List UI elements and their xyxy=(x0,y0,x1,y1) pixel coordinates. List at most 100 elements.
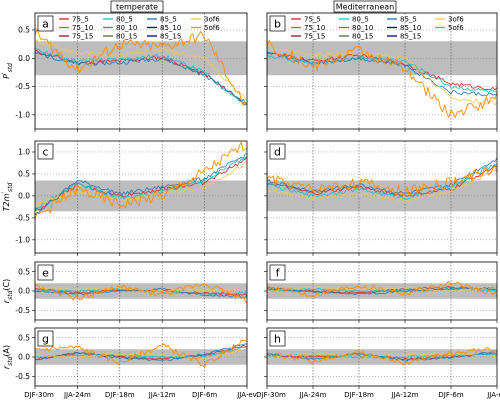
series-80_5 xyxy=(35,347,247,359)
series-5of6 xyxy=(267,39,497,118)
panel-h: h DJF-30m JJA-24m DJF-18m JJA-12m DJF-6m JJA-e… xyxy=(256,327,500,399)
series-85_5 xyxy=(35,51,247,105)
plot-frame xyxy=(266,12,498,130)
y-axis-label: rstd(A) xyxy=(2,345,14,369)
legend-label-80_15: 80_15 xyxy=(116,33,137,41)
legend-label-5of6: 5of6 xyxy=(204,24,220,32)
y-axis-label-sub: std xyxy=(7,182,14,191)
series-85_5 xyxy=(35,287,247,298)
x-tick-label: JJA-12m xyxy=(391,391,419,399)
panel-label-box xyxy=(269,264,286,281)
legend-label-75_5: 75_5 xyxy=(304,16,321,24)
legend-label-85_5: 85_5 xyxy=(160,16,177,24)
series-5of6 xyxy=(35,28,247,106)
legend-label-85_15: 85_15 xyxy=(160,33,181,41)
y-axis-label-suffix: (C) xyxy=(2,279,11,291)
series-group xyxy=(267,157,497,203)
x-tick-label: DJF-18m xyxy=(344,391,374,399)
panel-label-text: e xyxy=(42,267,49,280)
column-title-mediterranean: Mediterranean xyxy=(333,0,397,13)
series-5of6 xyxy=(267,165,497,197)
legend-label-85_10: 85_10 xyxy=(160,24,181,32)
y-tick-label: 0.0 xyxy=(18,353,30,362)
legend-label-80_5: 80_5 xyxy=(116,16,133,24)
legend-label-75_10: 75_10 xyxy=(72,24,93,32)
panel-g: g 0.5 0.0 -0.5 DJF-30m JJA-24m DJF-18m JJA-12m D… xyxy=(2,327,257,399)
panel-label-box xyxy=(269,330,286,347)
y-tick-label: -0.5 xyxy=(15,372,30,381)
series-80_5 xyxy=(35,156,247,210)
column-title-mediterranean-text: Mediterranean xyxy=(336,3,395,12)
series-85_5 xyxy=(267,286,497,296)
y-axis-label-main: r xyxy=(2,365,11,369)
legend-label-80_10: 80_10 xyxy=(116,24,137,32)
series-80_5 xyxy=(267,286,497,293)
y-axis-label: rstd(C) xyxy=(2,279,14,303)
y-axis-label-sup: ' xyxy=(1,192,8,194)
panel-label-b: b xyxy=(269,15,286,32)
panel-label-text: a xyxy=(42,18,49,31)
series-5of6 xyxy=(35,141,247,221)
legend-label-80_5: 80_5 xyxy=(352,16,369,24)
plot-frame xyxy=(266,140,498,254)
series-85_5 xyxy=(267,51,497,97)
legend-label-80_10: 80_10 xyxy=(352,24,373,32)
panel-label-text: g xyxy=(42,333,49,346)
panel-label-box xyxy=(269,15,286,32)
series-3of6 xyxy=(267,44,497,106)
y-axis-label-main: r xyxy=(2,299,11,303)
series-group xyxy=(35,283,247,304)
x-tick-label: JJA-24m xyxy=(63,391,91,399)
panel-label-g: g xyxy=(37,330,54,347)
series-5of6 xyxy=(267,347,497,366)
panel-label-text: d xyxy=(274,146,281,159)
series-group xyxy=(267,39,497,118)
legend-label-80_15: 80_15 xyxy=(352,33,373,41)
y-tick-label: -0.5 xyxy=(15,82,30,91)
column-titles: temperate Mediterranean xyxy=(110,0,397,13)
y-tick-label: -1.0 xyxy=(15,235,30,244)
plot-frame xyxy=(34,140,248,254)
series-group xyxy=(35,28,247,106)
series-5of6 xyxy=(35,283,247,304)
y-axis-label-main: P xyxy=(2,74,11,79)
x-tick-label: DJF-6m xyxy=(438,391,463,399)
x-tick-label: DJF-18m xyxy=(105,391,135,399)
panel-label-e: e xyxy=(37,264,54,281)
series-5of6 xyxy=(35,339,247,369)
legend-label-5of6: 5of6 xyxy=(448,24,464,32)
y-tick-label: -0.5 xyxy=(15,306,30,315)
panels-layer: a0.50.0-0.5-1.0P'stdbc1.00.50.0-0.5-1.0T… xyxy=(1,12,500,399)
panel-label-a: a xyxy=(37,15,54,32)
series-3of6 xyxy=(35,286,247,293)
series-group xyxy=(35,141,247,221)
y-tick-label: 1.0 xyxy=(18,148,30,157)
series-3of6 xyxy=(267,286,497,293)
panel-label-box xyxy=(37,264,54,281)
legend-label-3of6: 3of6 xyxy=(204,16,220,24)
panel-label-box xyxy=(37,330,54,347)
y-tick-label: 0.5 xyxy=(18,267,30,276)
y-tick-label: 0.0 xyxy=(18,54,30,63)
series-85_5 xyxy=(35,153,247,216)
x-tick-label: DJF-30m xyxy=(256,391,286,399)
legend-label-75_10: 75_10 xyxy=(304,24,325,32)
series-75_5 xyxy=(35,156,247,212)
series-5of6 xyxy=(267,281,497,298)
x-tick-label: JJA-ev xyxy=(486,391,500,399)
column-title-temperate-text: temperate xyxy=(116,3,158,12)
panel-label-c: c xyxy=(37,143,54,160)
series-3of6 xyxy=(35,348,247,360)
panel-label-box xyxy=(37,15,54,32)
y-tick-label: 0.5 xyxy=(18,26,30,35)
series-group xyxy=(267,347,497,366)
y-tick-label: 0.5 xyxy=(18,333,30,342)
panel-label-text: h xyxy=(274,333,281,346)
legend-label-85_5: 85_5 xyxy=(400,16,417,24)
x-tick-label: DJF-30m xyxy=(24,391,54,399)
panel-label-text: c xyxy=(42,146,48,159)
x-tick-label: JJA-24m xyxy=(299,391,327,399)
series-3of6 xyxy=(267,352,497,359)
